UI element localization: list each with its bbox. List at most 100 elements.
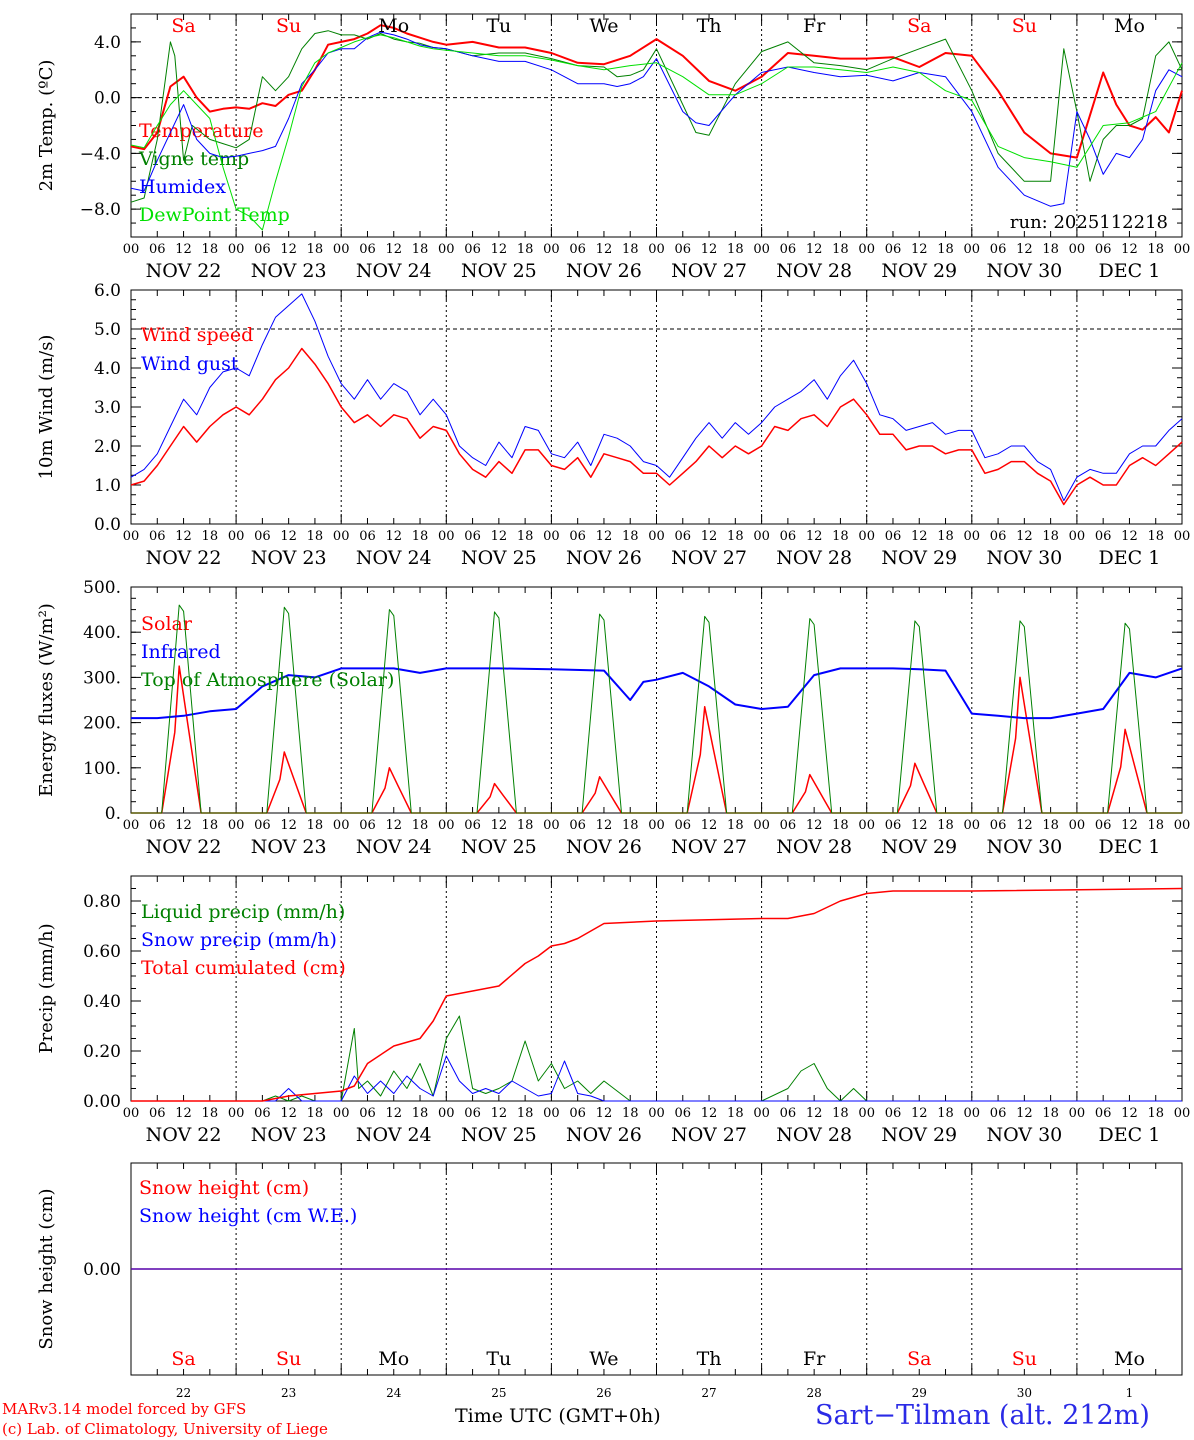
x-hour-label: 00: [333, 242, 350, 257]
x-hour-label: 18: [307, 1106, 324, 1121]
x-hour-label: 00: [858, 529, 875, 544]
y-tick-label: 3.0: [94, 398, 121, 418]
x-hour-label: 12: [175, 818, 192, 833]
x-hour-label: 06: [675, 818, 692, 833]
x-hour-label: 00: [228, 1106, 245, 1121]
legend-entry: Wind speed: [141, 324, 253, 346]
panel-snow: 0.00 Snow height (cm) Snow height (cm) Snow…: [36, 1162, 1183, 1400]
x-hour-label: 06: [359, 529, 376, 544]
x-date-label: NOV 23: [251, 547, 327, 569]
x-hour-label: 18: [517, 818, 534, 833]
x-hour-label: 06: [990, 242, 1007, 257]
run-label: run: 2025112218: [1010, 212, 1168, 233]
day-abbr-label: Mo: [378, 1348, 409, 1370]
x-hour-label: 12: [280, 818, 297, 833]
legend-entry: Snow precip (mm/h): [141, 929, 337, 951]
x-hour-label: 06: [885, 529, 902, 544]
day-number-label: 22: [176, 1386, 191, 1400]
x-hour-label: 00: [438, 1106, 455, 1121]
day-number-label: 26: [596, 1386, 611, 1400]
x-date-label: NOV 30: [986, 547, 1062, 569]
x-hour-label: 18: [1042, 1106, 1059, 1121]
day-abbr-label: Sa: [171, 15, 195, 37]
y-tick-label: 0.00: [83, 1260, 121, 1280]
x-hour-label: 00: [964, 818, 981, 833]
y-tick-label: 2.0: [94, 437, 121, 457]
day-abbr-label: Su: [276, 1348, 301, 1370]
y-tick-label: 0.80: [83, 892, 121, 912]
day-abbr-label: Su: [1012, 15, 1037, 37]
series-line-wind-speed: [130, 347, 1183, 506]
x-hour-label: 00: [333, 529, 350, 544]
time-axis-label: Time UTC (GMT+0h): [455, 1405, 661, 1427]
x-hour-label: 00: [123, 1106, 140, 1121]
x-hour-label: 00: [228, 818, 245, 833]
x-hour-label: 18: [1147, 242, 1164, 257]
day-number-label: 25: [491, 1386, 506, 1400]
x-hour-label: 12: [911, 242, 928, 257]
x-date-label: NOV 29: [881, 1124, 957, 1146]
day-number-label: 1: [1126, 1386, 1134, 1400]
x-hour-label: 12: [1016, 242, 1033, 257]
x-hour-label: 00: [123, 242, 140, 257]
x-hour-label: 06: [149, 242, 166, 257]
day-abbr-label: Mo: [1114, 1348, 1145, 1370]
x-hour-label: 12: [491, 529, 508, 544]
x-hour-label: 06: [780, 818, 797, 833]
x-hour-label: 12: [911, 818, 928, 833]
x-hour-label: 18: [727, 1106, 744, 1121]
series-line-infrared: [131, 667, 1183, 720]
y-tick-label: 0.40: [83, 992, 121, 1012]
x-hour-label: 18: [1042, 529, 1059, 544]
x-hour-label: 06: [885, 1106, 902, 1121]
x-hour-label: 06: [780, 529, 797, 544]
x-hour-label: 00: [438, 818, 455, 833]
x-hour-label: 12: [175, 1106, 192, 1121]
x-hour-label: 12: [1016, 529, 1033, 544]
x-hour-label: 12: [806, 242, 823, 257]
series-line-vigne-temp: [130, 30, 1183, 203]
x-hour-label: 18: [622, 818, 639, 833]
x-hour-label: 18: [1147, 1106, 1164, 1121]
x-hour-label: 00: [964, 1106, 981, 1121]
x-hour-label: 12: [1121, 242, 1138, 257]
x-hour-label: 06: [569, 818, 586, 833]
y-axis-label: 10m Wind (m/s): [36, 335, 57, 480]
x-hour-label: 06: [359, 1106, 376, 1121]
x-date-label: NOV 24: [356, 1124, 432, 1146]
day-abbr-label: Su: [276, 15, 301, 37]
day-abbr-label: Fr: [803, 15, 826, 37]
x-date-label: NOV 25: [461, 1124, 537, 1146]
series-line-total-cumulated-cm: [131, 887, 1183, 1102]
x-date-label: NOV 23: [251, 836, 327, 858]
x-hour-label: 06: [254, 818, 271, 833]
x-hour-label: 06: [149, 818, 166, 833]
x-hour-label: 00: [1174, 242, 1191, 257]
x-hour-label: 00: [648, 818, 665, 833]
x-hour-label: 18: [412, 1106, 429, 1121]
panel-temp: −8.0 −4.0 0.0 4.0 2m Temp. (ºC) 00 06 12 18 00 06 1…: [36, 13, 1191, 282]
x-hour-label: 06: [464, 242, 481, 257]
x-hour-label: 18: [832, 529, 849, 544]
x-date-label: NOV 27: [671, 1124, 747, 1146]
x-hour-label: 06: [780, 1106, 797, 1121]
x-hour-label: 18: [202, 242, 219, 257]
day-number-label: 29: [912, 1386, 927, 1400]
y-tick-label: 4.0: [94, 359, 121, 379]
x-hour-label: 12: [596, 242, 613, 257]
day-abbr-label: Tu: [486, 15, 511, 37]
day-abbr-label: Mo: [378, 15, 409, 37]
x-hour-label: 18: [202, 1106, 219, 1121]
x-date-label: NOV 23: [251, 260, 327, 282]
legend-entry: Snow height (cm): [139, 1177, 309, 1199]
x-hour-label: 06: [359, 818, 376, 833]
x-date-label: DEC 1: [1099, 260, 1161, 282]
x-hour-label: 18: [727, 818, 744, 833]
x-date-label: NOV 27: [671, 260, 747, 282]
x-hour-label: 06: [464, 818, 481, 833]
x-hour-label: 00: [543, 818, 560, 833]
x-hour-label: 00: [228, 242, 245, 257]
legend-entry: Total cumulated (cm): [141, 957, 346, 979]
x-hour-label: 06: [569, 529, 586, 544]
x-date-label: NOV 27: [671, 547, 747, 569]
